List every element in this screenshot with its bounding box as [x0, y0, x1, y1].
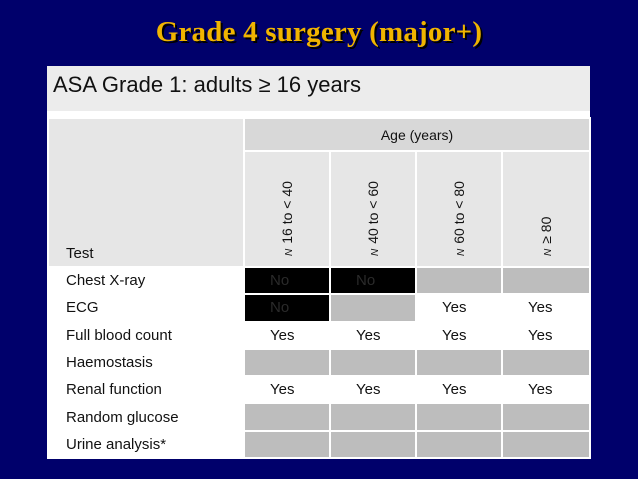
- result-cell: Yes: [243, 320, 331, 350]
- result-cell: [415, 402, 503, 432]
- result-cell: [329, 429, 417, 460]
- table-row: Urine analysis*: [47, 429, 592, 460]
- result-cell: Yes: [329, 375, 417, 405]
- table-row: Renal function Yes Yes Yes Yes: [47, 375, 592, 405]
- test-name-cell: Chest X-ray: [47, 265, 245, 296]
- table-row: ECG No Yes Yes: [47, 293, 592, 323]
- age-band-label: 60 to < 80: [451, 181, 467, 244]
- result-cell: [500, 402, 592, 432]
- age-band-header: N 16 to < 40: [243, 150, 331, 268]
- result-cell: Yes: [500, 320, 592, 350]
- result-cell: [243, 429, 331, 460]
- requirements-table: Test Age (years) N 16 to < 40 N 40 to < 60…: [47, 117, 592, 460]
- table-row: Random glucose: [47, 402, 592, 432]
- age-band-label: 16 to < 40: [279, 181, 295, 244]
- result-cell: [329, 293, 417, 323]
- result-cell: Yes: [500, 375, 592, 405]
- result-cell: [415, 429, 503, 460]
- result-cell: Yes: [329, 320, 417, 350]
- age-band-header: N ≥ 80: [500, 150, 592, 268]
- test-name-cell: Full blood count: [47, 320, 245, 350]
- age-band-label: ≥ 80: [538, 216, 555, 244]
- result-cell: [243, 402, 331, 432]
- band-prefix: N: [284, 248, 295, 256]
- slide-title: Grade 4 surgery (major+): [155, 16, 483, 48]
- age-band-header: N 40 to < 60: [329, 150, 417, 268]
- result-cell: [500, 347, 592, 378]
- band-prefix: N: [543, 248, 555, 256]
- result-cell: Yes: [243, 375, 331, 405]
- table-row: Haemostasis: [47, 347, 592, 378]
- test-name-cell: Urine analysis*: [47, 429, 245, 460]
- result-cell: No: [243, 293, 331, 323]
- result-cell: [415, 347, 503, 378]
- result-cell: [329, 402, 417, 432]
- test-name-cell: Haemostasis: [47, 347, 245, 378]
- table-row: Full blood count Yes Yes Yes Yes: [47, 320, 592, 350]
- table-body: Chest X-ray No No ECG No Yes Yes Full blood cou…: [47, 265, 592, 460]
- panel-heading-text: ASA Grade 1: adults ≥ 16 years: [53, 72, 362, 97]
- test-name-cell: Random glucose: [47, 402, 245, 432]
- test-name-cell: ECG: [47, 293, 245, 323]
- result-cell: [329, 347, 417, 378]
- result-cell: Yes: [415, 293, 503, 323]
- result-cell: [243, 347, 331, 378]
- result-cell: [500, 265, 592, 296]
- age-band-label: 40 to < 60: [365, 181, 381, 244]
- result-cell: No: [243, 265, 331, 296]
- result-cell: Yes: [500, 293, 592, 323]
- test-name-cell: Renal function: [47, 375, 245, 405]
- result-cell: Yes: [415, 375, 503, 405]
- age-column-header: Age (years): [242, 117, 592, 152]
- result-cell: [415, 265, 503, 296]
- result-cell: Yes: [415, 320, 503, 350]
- age-band-header: N 60 to < 80: [415, 150, 503, 268]
- panel-heading: ASA Grade 1: adults ≥ 16 years: [47, 66, 590, 111]
- test-column-header: Test: [47, 117, 245, 268]
- result-cell: [500, 429, 592, 460]
- band-prefix: N: [370, 248, 381, 256]
- table-row: Chest X-ray No No: [47, 265, 592, 296]
- table-panel: ASA Grade 1: adults ≥ 16 years Test Age …: [47, 66, 592, 460]
- band-prefix: N: [456, 248, 467, 256]
- result-cell: No: [329, 265, 417, 296]
